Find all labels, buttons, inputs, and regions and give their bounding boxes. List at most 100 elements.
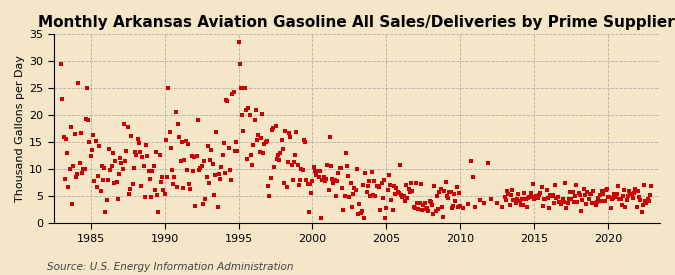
Point bbox=[643, 197, 653, 201]
Point bbox=[636, 210, 647, 214]
Point bbox=[300, 139, 310, 144]
Point bbox=[382, 188, 393, 192]
Point bbox=[431, 193, 442, 198]
Point bbox=[130, 149, 140, 154]
Point bbox=[274, 158, 285, 162]
Point bbox=[230, 149, 240, 153]
Point bbox=[294, 183, 304, 187]
Point bbox=[281, 185, 292, 189]
Point bbox=[439, 189, 450, 194]
Point bbox=[176, 140, 187, 144]
Point bbox=[242, 157, 252, 161]
Point bbox=[137, 155, 148, 159]
Point bbox=[516, 196, 527, 201]
Point bbox=[307, 179, 318, 183]
Point bbox=[361, 190, 372, 194]
Point bbox=[119, 159, 130, 163]
Point bbox=[391, 185, 402, 190]
Point bbox=[261, 139, 272, 144]
Point bbox=[155, 180, 166, 184]
Point bbox=[103, 177, 113, 182]
Point bbox=[350, 188, 361, 192]
Point bbox=[105, 167, 116, 172]
Point bbox=[492, 200, 503, 205]
Point bbox=[158, 188, 169, 192]
Point bbox=[79, 167, 90, 171]
Point bbox=[265, 175, 276, 180]
Point bbox=[163, 86, 173, 90]
Point bbox=[149, 188, 160, 192]
Point bbox=[335, 166, 346, 170]
Point bbox=[246, 153, 256, 157]
Point bbox=[396, 193, 406, 197]
Point bbox=[248, 142, 259, 147]
Point bbox=[276, 138, 287, 142]
Point bbox=[628, 195, 639, 200]
Point bbox=[565, 189, 576, 194]
Point bbox=[354, 202, 364, 206]
Point bbox=[148, 163, 159, 168]
Point bbox=[268, 126, 279, 130]
Point bbox=[227, 92, 238, 96]
Point bbox=[367, 193, 378, 198]
Point bbox=[380, 216, 391, 220]
Point bbox=[252, 138, 263, 142]
Point bbox=[401, 183, 412, 188]
Point bbox=[331, 178, 342, 183]
Point bbox=[279, 181, 290, 185]
Point bbox=[264, 194, 275, 198]
Point bbox=[343, 174, 354, 178]
Point bbox=[537, 204, 548, 208]
Point bbox=[613, 184, 624, 188]
Point bbox=[73, 80, 84, 85]
Point bbox=[503, 192, 514, 197]
Point bbox=[288, 177, 298, 182]
Point bbox=[191, 153, 202, 158]
Point bbox=[246, 163, 257, 167]
Point bbox=[243, 106, 254, 111]
Point bbox=[95, 188, 106, 193]
Point bbox=[161, 138, 171, 142]
Point bbox=[258, 150, 269, 155]
Point bbox=[506, 192, 516, 197]
Point bbox=[564, 196, 574, 201]
Point bbox=[397, 194, 408, 199]
Point bbox=[604, 195, 615, 200]
Point bbox=[541, 188, 552, 192]
Point bbox=[319, 179, 330, 183]
Point bbox=[285, 135, 296, 139]
Point bbox=[178, 185, 188, 190]
Point bbox=[355, 211, 366, 216]
Point bbox=[322, 163, 333, 168]
Point bbox=[412, 200, 423, 205]
Point bbox=[524, 195, 535, 200]
Point bbox=[580, 202, 591, 206]
Point bbox=[80, 117, 91, 122]
Point bbox=[152, 193, 163, 197]
Point bbox=[628, 191, 639, 195]
Point bbox=[97, 164, 107, 169]
Point bbox=[310, 173, 321, 177]
Point bbox=[74, 161, 85, 165]
Point bbox=[537, 185, 547, 189]
Point bbox=[67, 202, 78, 206]
Point bbox=[297, 167, 308, 172]
Point bbox=[128, 166, 139, 171]
Point bbox=[454, 190, 464, 195]
Point bbox=[107, 151, 118, 156]
Point bbox=[394, 191, 404, 195]
Point bbox=[483, 160, 493, 165]
Point bbox=[249, 118, 260, 122]
Point bbox=[462, 202, 473, 206]
Point bbox=[159, 192, 170, 196]
Point bbox=[522, 205, 533, 210]
Point bbox=[386, 198, 397, 202]
Point bbox=[639, 183, 649, 187]
Point bbox=[631, 205, 642, 209]
Point bbox=[560, 180, 570, 185]
Point bbox=[441, 194, 452, 198]
Point bbox=[228, 90, 239, 94]
Point bbox=[449, 192, 460, 196]
Point bbox=[509, 198, 520, 203]
Point bbox=[194, 167, 205, 172]
